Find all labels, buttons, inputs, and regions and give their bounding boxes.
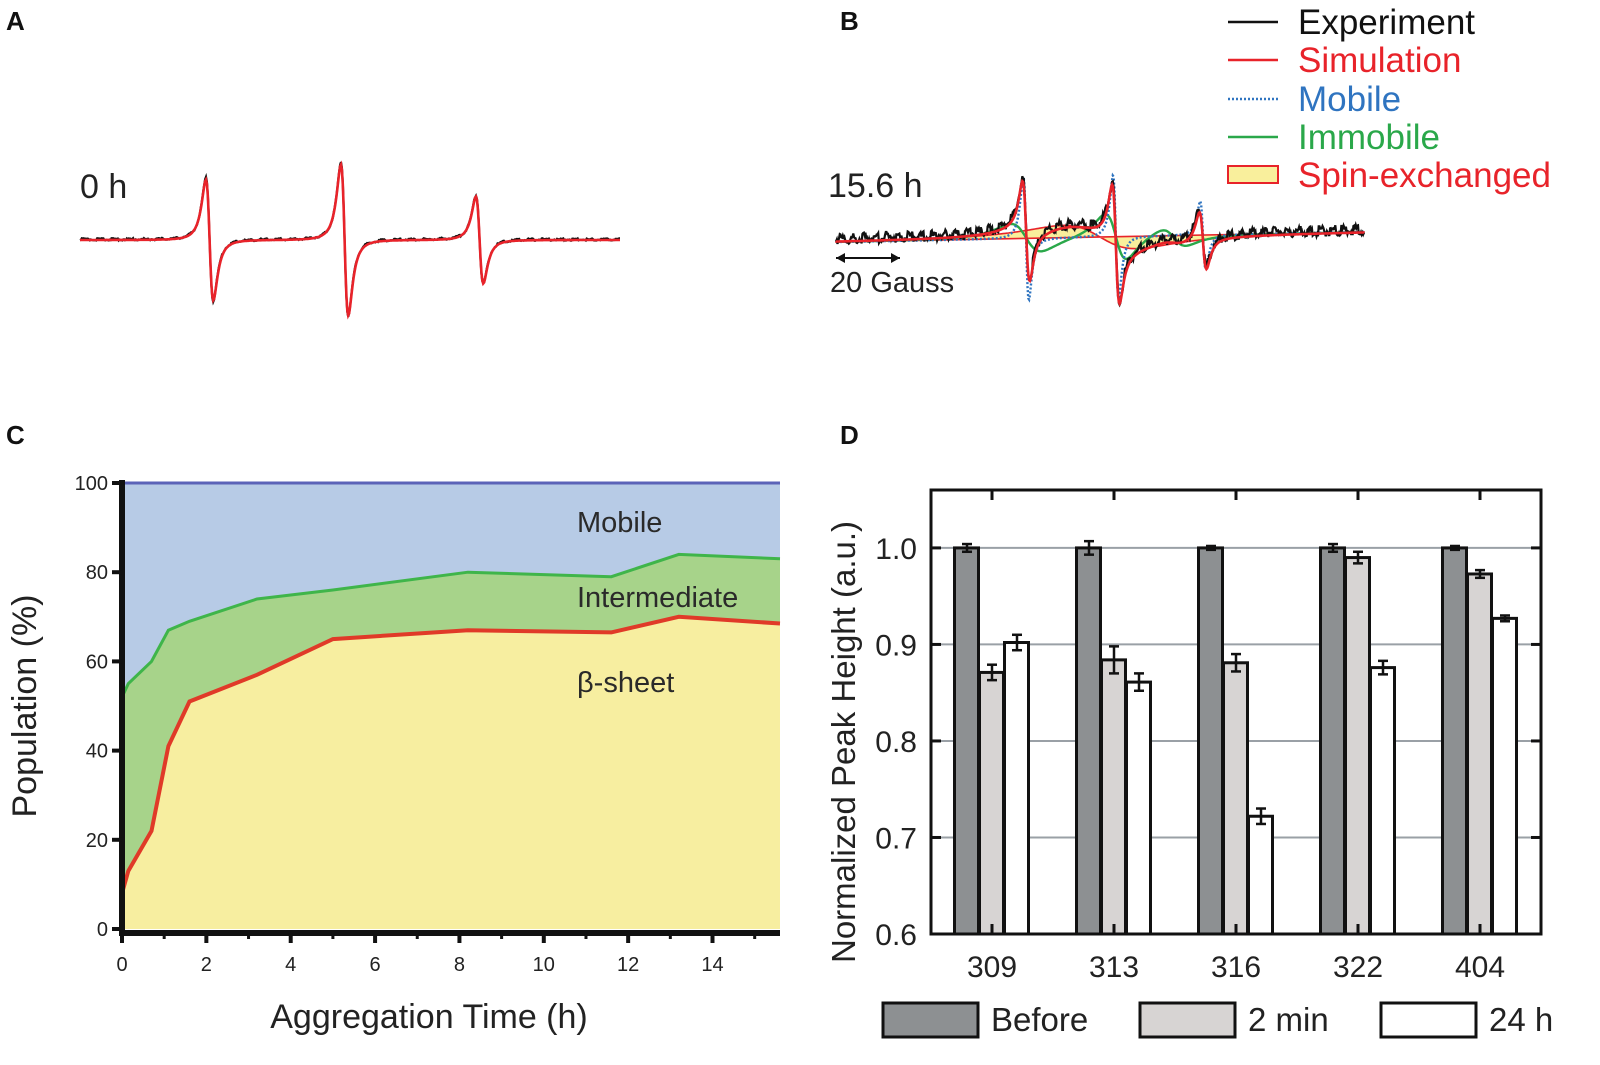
legend-swatch-1 bbox=[1138, 1001, 1237, 1039]
panel-label-b: B bbox=[840, 6, 859, 36]
line-intermediate-boundary bbox=[120, 552, 781, 698]
bar-2-min bbox=[978, 670, 1005, 936]
x-tick-label: 6 bbox=[370, 954, 381, 976]
scale-bar bbox=[836, 253, 900, 263]
y-tick-label: 60 bbox=[86, 651, 108, 673]
area-label-2: β-sheet bbox=[577, 667, 674, 699]
y-axis-label: Population (%) bbox=[6, 594, 44, 817]
bar-before bbox=[1075, 546, 1102, 936]
panel-d-peak-height-chart: 309 313 316 322 404 0.6 0.7 0.8 0.9 1.0 Normalized… bbox=[825, 488, 1553, 1039]
bar-24-h bbox=[1003, 641, 1030, 936]
bar-24-h bbox=[1125, 680, 1152, 936]
y-tick-label: 0.7 bbox=[875, 822, 917, 855]
y-axis-label: Normalized Peak Height (a.u.) bbox=[825, 521, 862, 963]
x-tick-label: 14 bbox=[701, 954, 723, 976]
x-axis-label: Aggregation Time (h) bbox=[270, 998, 588, 1036]
scale-bar-label: 20 Gauss bbox=[830, 267, 954, 299]
area-label-1: Intermediate bbox=[577, 582, 738, 614]
legend-swatch-0 bbox=[881, 1001, 980, 1039]
area-label-0: Mobile bbox=[577, 507, 662, 539]
legend-label-0: Experiment bbox=[1298, 3, 1475, 42]
legend-label-1: Simulation bbox=[1298, 41, 1461, 80]
panel-b-simulation-line bbox=[836, 178, 1364, 307]
legend-label-1: 2 min bbox=[1248, 1001, 1329, 1038]
bar-before bbox=[1441, 546, 1468, 936]
bar-2-min bbox=[1344, 556, 1371, 936]
panel-label-c: C bbox=[6, 420, 25, 450]
line-beta-sheet-boundary bbox=[120, 614, 781, 894]
y-tick-label: 20 bbox=[86, 830, 108, 852]
area-beta-sheet bbox=[122, 616, 780, 929]
category-label: 313 bbox=[1089, 951, 1139, 984]
bar-before bbox=[953, 546, 980, 936]
legend-label-2: 24 h bbox=[1489, 1001, 1553, 1038]
bar-24-h bbox=[1491, 616, 1518, 936]
y-tick-label: 0.8 bbox=[875, 726, 917, 759]
plot-frame bbox=[929, 488, 1543, 936]
y-tick-label: 80 bbox=[86, 562, 108, 584]
bar-before bbox=[1319, 546, 1346, 936]
category-label: 322 bbox=[1333, 951, 1383, 984]
category-label: 316 bbox=[1211, 951, 1261, 984]
panel-label-a: A bbox=[6, 6, 25, 36]
bar-before bbox=[1197, 546, 1224, 936]
y-tick-label: 100 bbox=[75, 473, 108, 495]
bar-24-h bbox=[1369, 666, 1396, 936]
x-tick-label: 8 bbox=[454, 954, 465, 976]
panel-a-time-annotation: 0 h bbox=[80, 168, 127, 206]
bar-2-min bbox=[1222, 661, 1249, 936]
legend-swatch-4 bbox=[1227, 165, 1279, 184]
panel-b-legend: ExperimentSimulationMobileImmobileSpin-e… bbox=[1227, 3, 1551, 195]
bar-2-min bbox=[1466, 572, 1493, 936]
x-tick-label: 2 bbox=[201, 954, 212, 976]
x-tick-label: 0 bbox=[116, 954, 127, 976]
panel-c-population-chart: 0 20 40 60 80 100 0 2 4 6 8 10 12 14 Aggregation Time … bbox=[6, 473, 781, 1036]
panel-label-d: D bbox=[840, 420, 859, 450]
panel-b-epr-spectrum: 15.6 h 20 Gauss ExperimentSimulationMobi… bbox=[828, 3, 1551, 308]
y-tick-label: 0.9 bbox=[875, 629, 917, 662]
panel-a-simulation-line bbox=[80, 160, 620, 320]
x-tick-label: 4 bbox=[285, 954, 296, 976]
x-tick-label: 10 bbox=[533, 954, 555, 976]
legend-label-0: Before bbox=[991, 1001, 1088, 1038]
category-label: 309 bbox=[967, 951, 1017, 984]
bar-24-h bbox=[1247, 814, 1274, 936]
legend-swatch-2 bbox=[1379, 1001, 1478, 1039]
category-label: 404 bbox=[1455, 951, 1505, 984]
bar-2-min bbox=[1100, 658, 1127, 936]
y-tick-label: 0 bbox=[97, 919, 108, 941]
y-tick-label: 40 bbox=[86, 741, 108, 763]
legend-label-2: Mobile bbox=[1298, 80, 1401, 119]
y-tick-label: 1.0 bbox=[875, 533, 917, 566]
panel-a-epr-spectrum: 0 h bbox=[79, 160, 620, 320]
panel-b-time-annotation: 15.6 h bbox=[828, 167, 923, 205]
x-tick-label: 12 bbox=[617, 954, 639, 976]
y-tick-label: 0.6 bbox=[875, 919, 917, 952]
legend-label-4: Spin-exchanged bbox=[1298, 156, 1551, 195]
legend-label-3: Immobile bbox=[1298, 118, 1440, 157]
